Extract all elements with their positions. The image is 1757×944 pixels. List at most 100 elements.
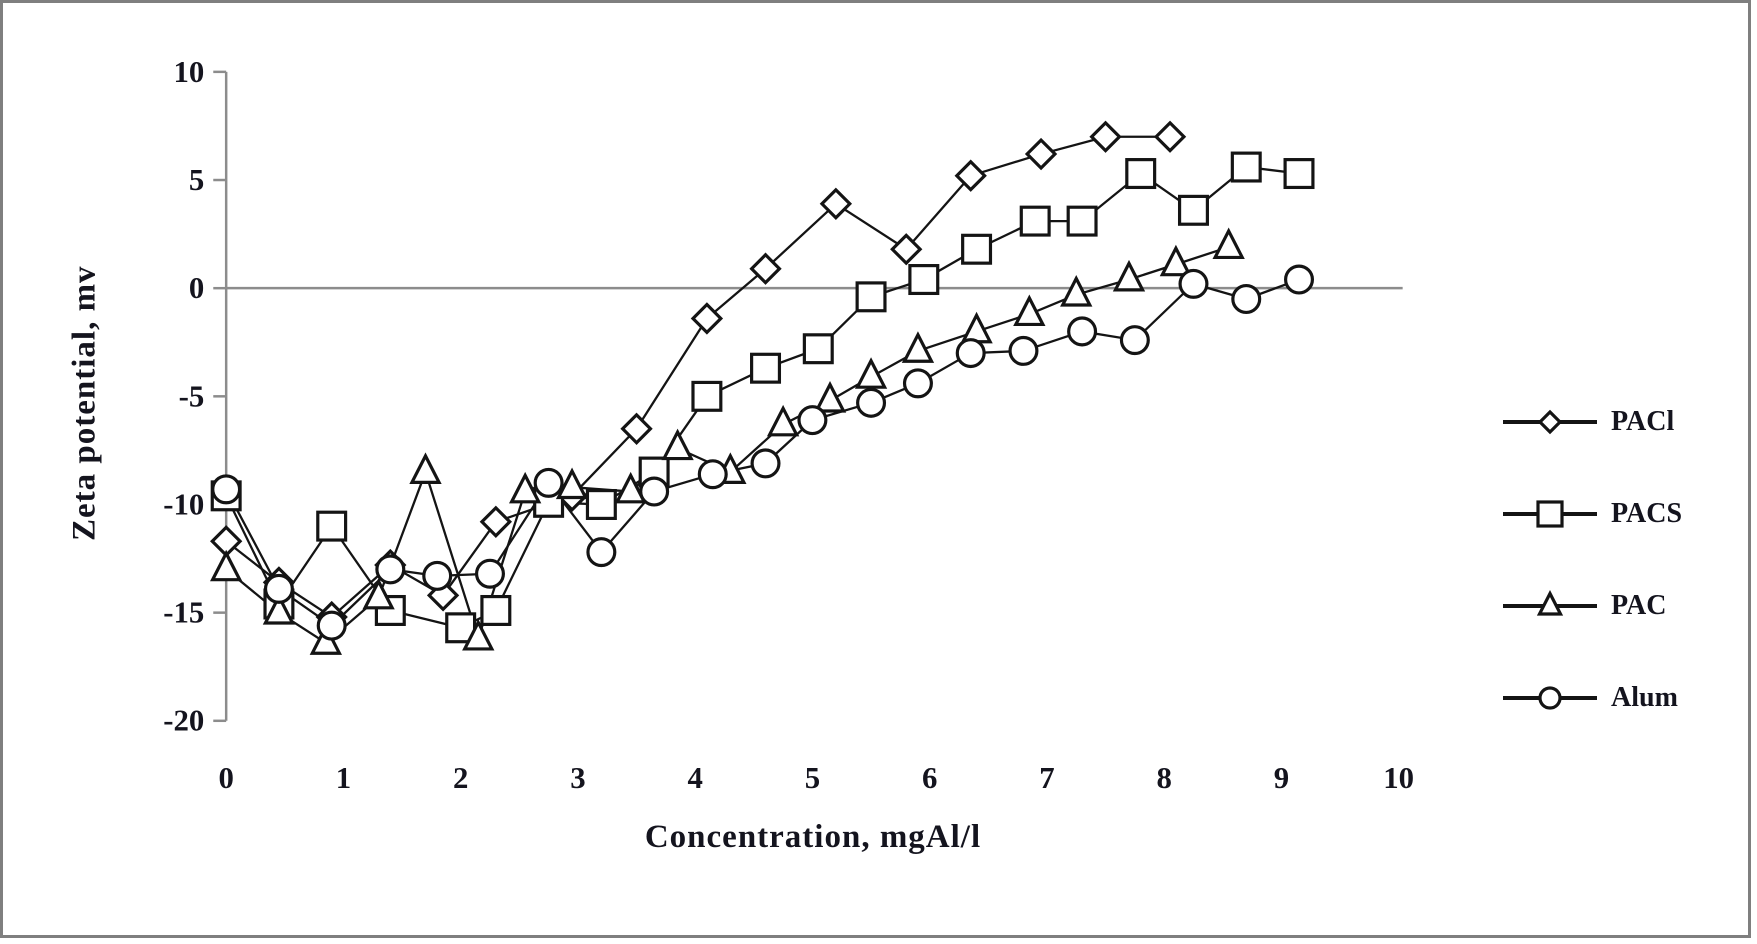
diamond-marker: [620, 412, 653, 445]
legend-marker-circle-icon: [1503, 686, 1597, 710]
circle-marker: [263, 573, 294, 604]
triangle-marker: [262, 593, 296, 625]
circle-marker: [856, 387, 887, 418]
y-tick-label: 5: [189, 163, 204, 197]
circle-marker: [697, 459, 728, 490]
diamond-marker: [1153, 120, 1187, 153]
circle-marker: [1067, 316, 1098, 347]
y-tick-label: -10: [163, 487, 204, 521]
triangle-marker: [409, 452, 442, 484]
triangle-marker: [854, 357, 888, 389]
triangle-marker: [1159, 244, 1193, 277]
square-marker: [802, 333, 834, 365]
square-marker: [585, 488, 617, 520]
legend-item-pacl: PACl: [1499, 401, 1682, 443]
square-marker: [750, 352, 782, 384]
x-axis-title: Concentration, mgAl/l: [644, 819, 982, 855]
y-tick-label: -5: [179, 379, 205, 413]
triangle-marker: [1112, 259, 1146, 292]
square-marker: [961, 233, 993, 265]
square-marker: [445, 612, 477, 644]
x-tick-label: 5: [805, 761, 820, 795]
diamond-marker: [1089, 120, 1122, 153]
circle-marker: [1119, 325, 1150, 356]
triangle-marker: [362, 577, 395, 610]
triangle-marker: [766, 404, 800, 437]
x-tick-label: 2: [453, 761, 468, 795]
triangle-marker: [555, 467, 589, 500]
circle-marker: [422, 560, 453, 591]
triangle-marker: [508, 471, 542, 504]
legend-marker-diamond-icon: [1503, 409, 1597, 435]
square-marker: [691, 380, 723, 412]
diamond-marker: [1024, 137, 1058, 171]
diamond-marker: [1537, 409, 1563, 435]
square-marker: [1230, 151, 1262, 183]
square-marker: [855, 281, 887, 313]
square-marker: [1283, 158, 1315, 190]
triangle-marker: [462, 618, 495, 651]
diamond-marker: [890, 233, 923, 266]
circle-marker: [1284, 264, 1315, 295]
y-tick-label: -15: [163, 596, 204, 630]
square-marker: [908, 264, 940, 296]
x-tick-label: 7: [1039, 761, 1054, 795]
triangle-marker: [210, 549, 243, 582]
x-tick-label: 3: [570, 761, 585, 795]
x-tick-label: 1: [336, 761, 351, 795]
square-marker: [1066, 205, 1098, 237]
legend-marker-square-icon: [1503, 500, 1597, 528]
square-marker: [316, 510, 348, 542]
legend-label: PAC: [1611, 590, 1667, 621]
circle-marker: [750, 448, 781, 479]
x-tick-label: 8: [1156, 761, 1171, 795]
triangle-marker: [661, 428, 694, 461]
legend-item-pac: PAC: [1499, 585, 1682, 627]
x-tick-label: 4: [687, 761, 702, 795]
diamond-marker: [690, 302, 724, 335]
square-marker: [1536, 500, 1564, 528]
triangle-marker: [614, 471, 647, 504]
circle-marker: [375, 554, 406, 585]
y-tick-label: 10: [174, 55, 205, 89]
diamond-marker: [749, 252, 782, 285]
y-tick-label: -20: [163, 704, 204, 738]
y-axis-title: Zeta potential, mv: [66, 265, 103, 541]
circle-marker: [639, 476, 670, 507]
circle-marker: [797, 405, 828, 436]
circle-marker: [474, 558, 505, 589]
circle-marker: [211, 474, 242, 505]
square-marker: [1125, 158, 1157, 190]
diamond-marker: [819, 187, 853, 220]
circle-marker: [902, 368, 933, 399]
triangle-marker: [1212, 227, 1245, 259]
x-tick-label: 10: [1383, 761, 1414, 795]
legend-label: Alum: [1611, 682, 1678, 713]
legend-label: PACl: [1611, 406, 1675, 437]
diamond-marker: [954, 159, 987, 192]
circle-marker: [316, 610, 347, 641]
circle-marker: [533, 467, 564, 498]
square-marker: [480, 594, 512, 626]
diamond-marker: [479, 505, 513, 538]
square-marker: [1177, 194, 1209, 226]
circle-marker: [1538, 686, 1562, 710]
circle-marker: [1178, 268, 1209, 299]
legend-item-pacs: PACS: [1499, 493, 1682, 535]
square-marker: [1019, 205, 1051, 237]
triangle-marker: [901, 331, 935, 363]
x-tick-label: 6: [922, 761, 937, 795]
legend-item-alum: Alum: [1499, 677, 1682, 719]
y-tick-label: 0: [189, 271, 204, 305]
x-tick-label: 9: [1274, 761, 1289, 795]
circle-marker: [1231, 283, 1262, 314]
triangle-marker: [813, 381, 847, 413]
circle-marker: [1008, 335, 1039, 366]
triangle-marker: [1013, 294, 1046, 327]
triangle-marker: [1536, 589, 1564, 616]
legend: PACl PACS PAC Alum: [1499, 401, 1682, 719]
series-line-pacl: [225, 135, 1171, 619]
triangle-marker: [1060, 275, 1093, 307]
circle-marker: [586, 537, 617, 568]
